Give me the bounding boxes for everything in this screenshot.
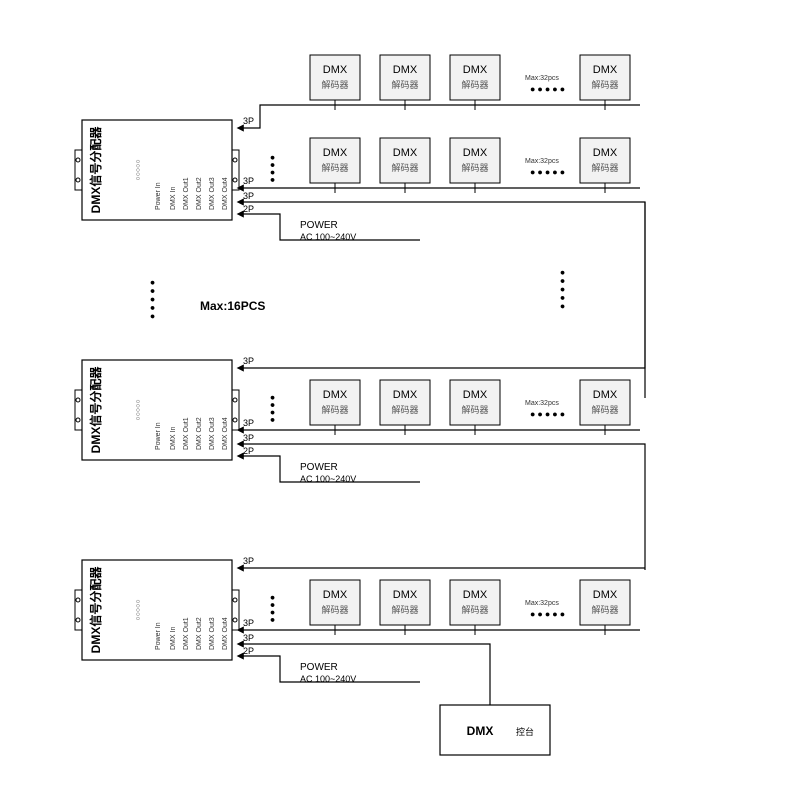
svg-text:DMX: DMX	[323, 389, 348, 401]
svg-text:AC 100~240V: AC 100~240V	[300, 674, 356, 684]
svg-text:3P: 3P	[243, 116, 254, 126]
svg-text:DMX: DMX	[323, 147, 348, 159]
svg-text:●●●●●: ●●●●●	[530, 167, 567, 177]
svg-text:Max:32pcs: Max:32pcs	[525, 600, 559, 607]
svg-text:DMX: DMX	[593, 64, 618, 76]
svg-text:3P: 3P	[243, 176, 254, 186]
console-sub: 控台	[516, 726, 534, 737]
svg-text:DMX Out4: DMX Out4	[222, 177, 229, 210]
svg-text:2P: 2P	[243, 446, 254, 456]
svg-text:DMX Out1: DMX Out1	[183, 177, 190, 210]
svg-text:Max:32pcs: Max:32pcs	[525, 400, 559, 407]
svg-text:DMX Out4: DMX Out4	[222, 617, 229, 650]
svg-text:DMX Out3: DMX Out3	[209, 177, 216, 210]
decoder-row-3: DMX 解码器 DMX 解码器 DMX 解码器 Max:32pcs ●●●●● …	[310, 380, 630, 425]
splitter-leds: ○○○○○	[135, 159, 142, 180]
svg-text:DMX: DMX	[593, 389, 618, 401]
svg-text:DMX Out3: DMX Out3	[209, 417, 216, 450]
svg-text:解码器: 解码器	[321, 604, 348, 615]
svg-text:解码器: 解码器	[461, 404, 488, 415]
decoder-row-1: DMX 解码器 DMX 解码器 DMX 解码器 Max:32pcs ●●●●● …	[310, 55, 630, 100]
svg-text:DMX Out3: DMX Out3	[209, 617, 216, 650]
svg-text:DMX In: DMX In	[170, 427, 177, 450]
svg-text:解码器: 解码器	[391, 604, 418, 615]
svg-text:DMX: DMX	[393, 64, 418, 76]
svg-text:3P: 3P	[243, 418, 254, 428]
console-title: DMX	[467, 724, 494, 738]
max-splitters: Max:16PCS	[200, 299, 265, 313]
svg-text:解码器: 解码器	[391, 162, 418, 173]
svg-text:●●●●●: ●●●●●	[530, 409, 567, 419]
svg-text:AC 100~240V: AC 100~240V	[300, 474, 356, 484]
svg-text:○○○○○: ○○○○○	[135, 599, 142, 620]
svg-text:DMX: DMX	[463, 147, 488, 159]
svg-text:POWER: POWER	[300, 662, 338, 673]
svg-text:DMX In: DMX In	[170, 627, 177, 650]
svg-text:3P: 3P	[243, 191, 254, 201]
svg-text:DMX: DMX	[393, 389, 418, 401]
svg-text:Power In: Power In	[155, 182, 162, 210]
decoder-row-4: DMX 解码器 DMX 解码器 DMX 解码器 Max:32pcs ●●●●● …	[310, 580, 630, 625]
svg-text:DMX Out2: DMX Out2	[196, 417, 203, 450]
svg-text:3P: 3P	[243, 618, 254, 628]
svg-text:○○○○○: ○○○○○	[135, 399, 142, 420]
svg-text:Power In: Power In	[155, 422, 162, 450]
svg-text:解码器: 解码器	[321, 79, 348, 90]
svg-text:解码器: 解码器	[321, 162, 348, 173]
svg-text:DMX Out2: DMX Out2	[196, 617, 203, 650]
svg-text:Max:32pcs: Max:32pcs	[525, 158, 559, 165]
splitter-1: DMX信号分配器 ○○○○○ Power In DMX In DMX Out1 …	[75, 120, 239, 220]
svg-text:3P: 3P	[243, 633, 254, 643]
svg-text:●●●●: ●●●●	[268, 155, 278, 185]
max-label-row1: Max:32pcs	[525, 75, 559, 82]
svg-text:POWER: POWER	[300, 462, 338, 473]
svg-text:DMX: DMX	[393, 147, 418, 159]
svg-text:DMX Out1: DMX Out1	[183, 617, 190, 650]
svg-text:DMX In: DMX In	[170, 187, 177, 210]
power-label-1: POWER	[300, 220, 338, 231]
svg-text:DMX: DMX	[393, 589, 418, 601]
splitter-3: DMX信号分配器 ○○○○○ Power In DMX In DMX Out1 …	[75, 560, 239, 660]
splitter-title: DMX信号分配器	[88, 126, 103, 214]
svg-text:2P: 2P	[243, 204, 254, 214]
svg-text:DMX: DMX	[593, 147, 618, 159]
svg-text:解码器: 解码器	[461, 79, 488, 90]
svg-text:解码器: 解码器	[321, 404, 348, 415]
splitter-2: DMX信号分配器 ○○○○○ Power In DMX In DMX Out1 …	[75, 360, 239, 460]
svg-text:解码器: 解码器	[591, 604, 618, 615]
decoder-row-2: DMX 解码器 DMX 解码器 DMX 解码器 Max:32pcs ●●●●● …	[310, 138, 630, 183]
svg-text:解码器: 解码器	[391, 404, 418, 415]
svg-text:●●●●: ●●●●	[268, 395, 278, 425]
svg-text:DMX: DMX	[323, 64, 348, 76]
dmx-console: DMX 控台	[440, 705, 550, 755]
svg-text:DMX: DMX	[593, 589, 618, 601]
svg-text:解码器: 解码器	[461, 604, 488, 615]
svg-text:●●●●●: ●●●●●	[530, 84, 567, 94]
svg-text:DMX: DMX	[323, 589, 348, 601]
svg-text:2P: 2P	[243, 646, 254, 656]
svg-text:●●●●●: ●●●●●	[148, 280, 158, 322]
svg-text:DMX: DMX	[463, 389, 488, 401]
svg-text:DMX信号分配器: DMX信号分配器	[88, 566, 103, 654]
svg-text:DMX Out2: DMX Out2	[196, 177, 203, 210]
svg-text:Power In: Power In	[155, 622, 162, 650]
svg-text:DMX Out4: DMX Out4	[222, 417, 229, 450]
svg-text:●●●●●: ●●●●●	[530, 609, 567, 619]
power-spec-1: AC 100~240V	[300, 232, 356, 242]
svg-text:解码器: 解码器	[391, 79, 418, 90]
svg-text:DMX Out1: DMX Out1	[183, 417, 190, 450]
svg-text:●●●●: ●●●●	[268, 595, 278, 625]
svg-text:DMX: DMX	[463, 64, 488, 76]
svg-text:3P: 3P	[243, 356, 254, 366]
svg-text:3P: 3P	[243, 433, 254, 443]
svg-text:●●●●●: ●●●●●	[558, 270, 568, 312]
svg-text:解码器: 解码器	[591, 162, 618, 173]
svg-text:解码器: 解码器	[591, 404, 618, 415]
svg-text:解码器: 解码器	[461, 162, 488, 173]
svg-text:解码器: 解码器	[591, 79, 618, 90]
svg-text:DMX: DMX	[463, 589, 488, 601]
svg-text:DMX信号分配器: DMX信号分配器	[88, 366, 103, 454]
svg-text:3P: 3P	[243, 556, 254, 566]
